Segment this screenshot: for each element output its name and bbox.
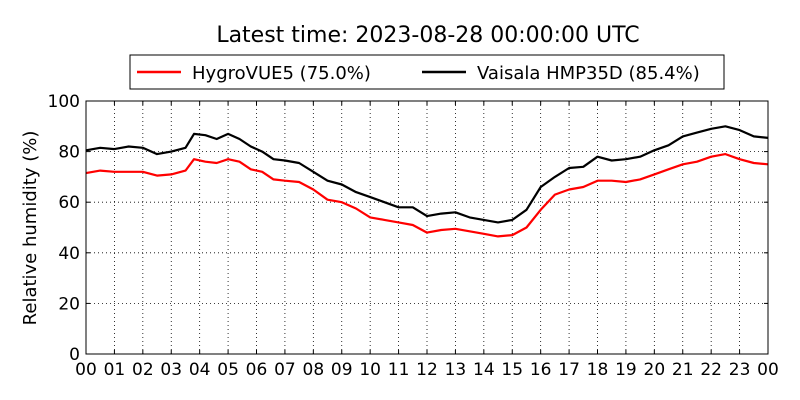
legend-label-hygrovue: HygroVUE5 (75.0%) xyxy=(192,63,371,84)
legend: HygroVUE5 (75.0%) Vaisala HMP35D (85.4%) xyxy=(129,54,725,90)
x-tick-label: 10 xyxy=(359,360,381,380)
x-tick-label: 21 xyxy=(672,360,694,380)
x-tick-label: 14 xyxy=(473,360,495,380)
x-tick-label: 20 xyxy=(644,360,666,380)
x-tick-label: 18 xyxy=(587,360,609,380)
y-tick-label: 20 xyxy=(58,294,80,314)
x-tick-label: 08 xyxy=(303,360,325,380)
series-lines xyxy=(85,125,769,238)
y-axis-label: Relative humidity (%) xyxy=(20,131,41,326)
legend-label-vaisala: Vaisala HMP35D (85.4%) xyxy=(477,63,700,84)
y-tick-label: 100 xyxy=(48,92,80,112)
x-tick-label: 03 xyxy=(160,360,182,380)
y-axis-ticks: 0 20 40 60 80 100 xyxy=(48,92,768,365)
x-tick-label: 22 xyxy=(700,360,722,380)
x-tick-label: 04 xyxy=(189,360,211,380)
x-tick-label: 16 xyxy=(530,360,552,380)
x-tick-label: 17 xyxy=(558,360,580,380)
y-tick-label: 0 xyxy=(69,345,80,365)
x-tick-label: 09 xyxy=(331,360,353,380)
y-tick-label: 80 xyxy=(58,143,80,163)
x-axis-ticks: 00 01 02 03 04 05 06 07 08 09 10 11 12 13 14 15 16 17 18 19… xyxy=(75,101,779,380)
x-tick-label: 01 xyxy=(104,360,126,380)
x-tick-label: 02 xyxy=(132,360,154,380)
x-tick-label: 05 xyxy=(217,360,239,380)
grid xyxy=(86,101,768,354)
x-tick-label: 00 xyxy=(757,360,779,380)
x-tick-label: 11 xyxy=(388,360,410,380)
x-tick-label: 12 xyxy=(416,360,438,380)
x-tick-label: 06 xyxy=(246,360,268,380)
chart-title: Latest time: 2023-08-28 00:00:00 UTC xyxy=(216,23,639,48)
plot-frame xyxy=(85,100,769,355)
y-tick-label: 60 xyxy=(58,193,80,213)
series-line-vaisala xyxy=(85,125,769,224)
x-tick-label: 19 xyxy=(615,360,637,380)
y-tick-label: 40 xyxy=(58,244,80,264)
x-tick-label: 00 xyxy=(75,360,97,380)
x-tick-label: 23 xyxy=(729,360,751,380)
series-line-hygrovue xyxy=(85,153,769,238)
x-tick-label: 07 xyxy=(274,360,296,380)
x-tick-label: 13 xyxy=(445,360,467,380)
x-tick-label: 15 xyxy=(501,360,523,380)
